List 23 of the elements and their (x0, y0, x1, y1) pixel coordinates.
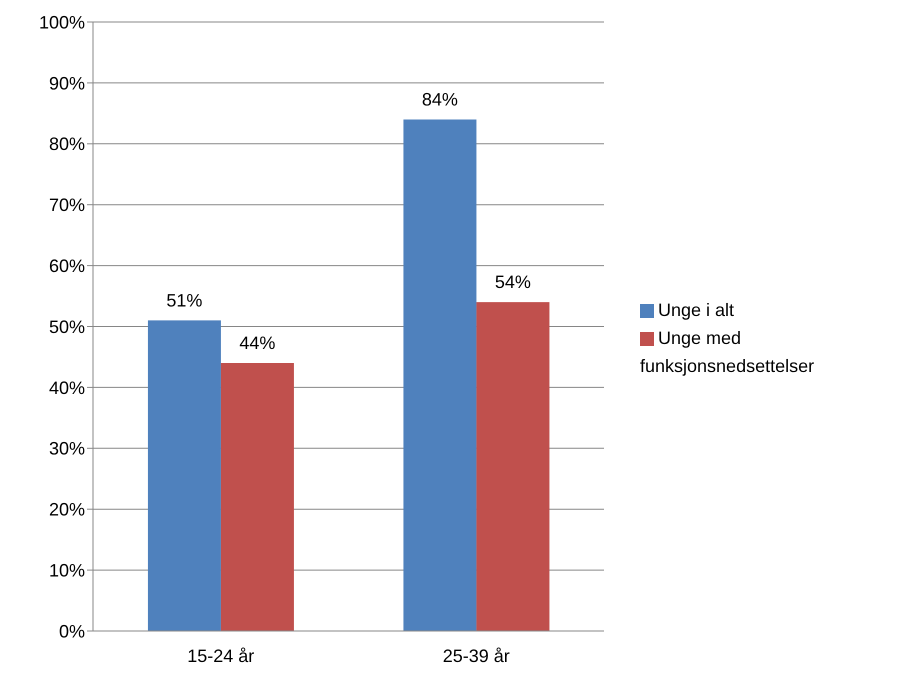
data-label: 54% (494, 272, 531, 292)
data-label: 51% (166, 290, 202, 310)
legend-label: Unge med funksjonsnedsettelser (640, 328, 814, 376)
bar (403, 119, 476, 631)
data-label: 44% (239, 333, 276, 354)
legend-label: Unge i alt (658, 300, 734, 320)
y-tick-label: 40% (48, 378, 85, 398)
y-tick-label: 90% (48, 73, 85, 94)
y-tick-label: 10% (48, 560, 85, 580)
bar (476, 302, 550, 631)
bar (220, 363, 294, 631)
x-tick-label: 15-24 år (187, 646, 254, 666)
y-tick-label: 70% (48, 195, 85, 216)
y-tick-label: 100% (38, 12, 85, 32)
y-tick-label: 50% (48, 316, 85, 337)
y-tick-label: 30% (48, 438, 85, 459)
x-tick-label: 25-39 år (442, 646, 510, 666)
y-tick-label: 20% (48, 500, 85, 520)
data-label: 84% (422, 89, 458, 110)
y-tick-label: 80% (48, 134, 85, 154)
y-tick-label: 60% (48, 256, 85, 276)
y-tick-label: 0% (58, 621, 85, 642)
bar (148, 320, 221, 631)
